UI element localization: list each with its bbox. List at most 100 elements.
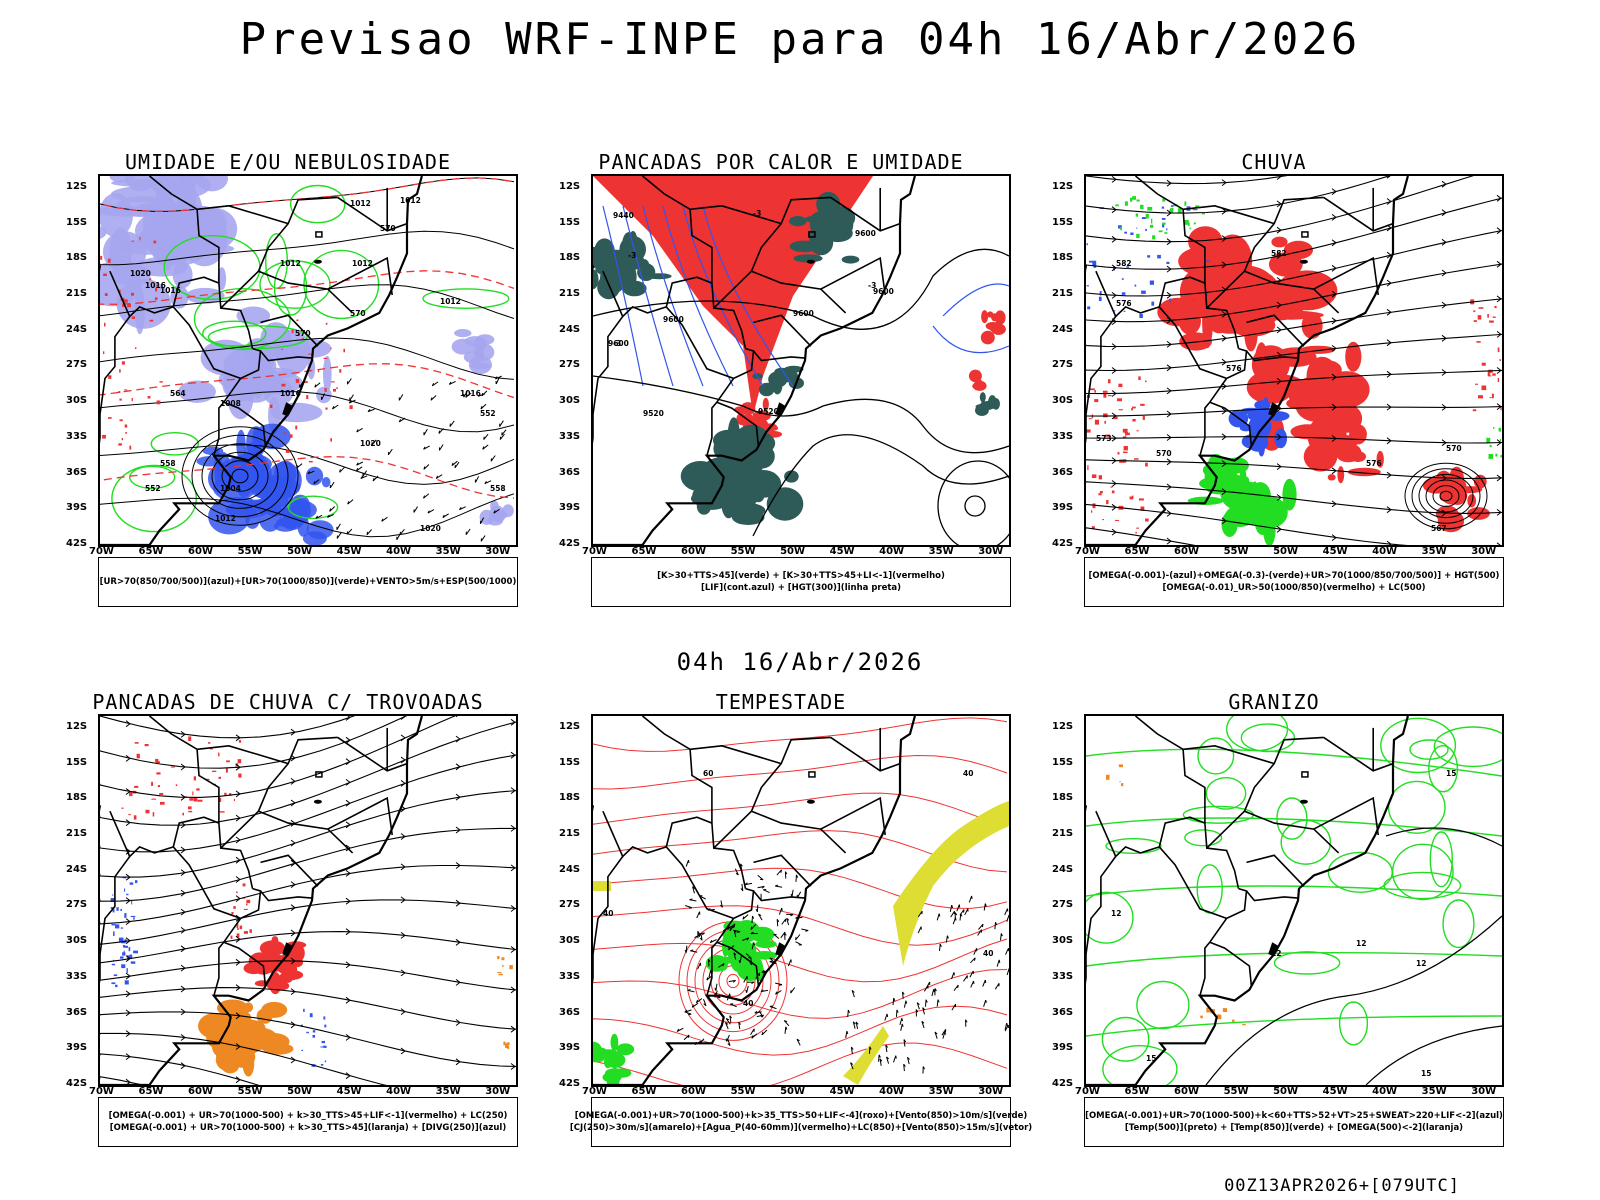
lat-tick-label: 36S bbox=[1052, 466, 1074, 478]
lat-tick-label: 27S bbox=[1052, 899, 1074, 911]
contour-label: -3 bbox=[753, 209, 761, 218]
lat-tick-label: 39S bbox=[559, 1042, 581, 1054]
panel-title: GRANIZO bbox=[1228, 690, 1320, 714]
lat-tick-label: 33S bbox=[559, 970, 581, 982]
lat-tick-label: 42S bbox=[559, 538, 581, 549]
lon-tick-label: 30W bbox=[978, 546, 1004, 557]
contour-label: 40 bbox=[743, 999, 753, 1008]
contour-label: 1016 bbox=[280, 389, 301, 398]
panel-pancadas-calor: PANCADAS POR CALOR E UMIDADE 9600 9600 960… bbox=[541, 150, 1021, 620]
lon-tick-label: 35W bbox=[1421, 1086, 1447, 1097]
lon-tick-label: 35W bbox=[928, 1086, 954, 1097]
lon-tick-label: 55W bbox=[237, 546, 263, 557]
panel-title: PANCADAS DE CHUVA C/ TROVOADAS bbox=[92, 690, 484, 714]
lon-tick-label: 40W bbox=[1372, 1086, 1398, 1097]
contour-label: 570 bbox=[350, 309, 366, 318]
lat-tick-label: 42S bbox=[559, 1078, 581, 1089]
lat-tick-label: 27S bbox=[559, 899, 581, 911]
lon-tick-label: 45W bbox=[1322, 546, 1348, 557]
lat-tick-label: 18S bbox=[66, 252, 88, 264]
lat-tick-label: 33S bbox=[66, 430, 88, 442]
lon-tick-label: 35W bbox=[1421, 546, 1447, 557]
lat-tick-label: 12S bbox=[559, 720, 581, 732]
contour-label: 15 bbox=[1446, 769, 1456, 778]
contour-label: 40 bbox=[983, 949, 993, 958]
lat-tick-label: 15S bbox=[1052, 756, 1074, 768]
panel-legend: [OMEGA(-0.001) + UR>70(1000-500) + k>30_… bbox=[98, 1097, 518, 1147]
panel-umidade: UMIDADE E/OU NEBULOSIDADE 1012 1012 1012 10… bbox=[48, 150, 528, 620]
contour-label: 15 bbox=[1421, 1069, 1431, 1078]
lat-tick-label: 24S bbox=[559, 323, 581, 335]
lon-tick-label: 35W bbox=[435, 1086, 461, 1097]
panel-title: TEMPESTADE bbox=[715, 690, 847, 714]
contour-label: 9440 bbox=[613, 211, 634, 220]
lat-tick-label: 21S bbox=[66, 828, 88, 840]
contour-label: 60 bbox=[703, 769, 713, 778]
lat-tick-label: 21S bbox=[1052, 828, 1074, 840]
lon-tick-label: 40W bbox=[386, 1086, 412, 1097]
weather-map: 15 12 12 12 15 12 15 bbox=[1086, 716, 1502, 1085]
contour-label: 9600 bbox=[855, 229, 876, 238]
lon-tick-label: 55W bbox=[730, 546, 756, 557]
page-title: Previsao WRF-INPE para 04h 16/Abr/2026 bbox=[239, 14, 1361, 65]
contour-label: 570 bbox=[1446, 444, 1462, 453]
lon-tick-label: 60W bbox=[1174, 546, 1199, 557]
map-area: 9600 9600 9600 9600 9520 9520 9440 -3 -3 -3 -3 9600 bbox=[591, 174, 1011, 547]
lon-tick-label: 70W bbox=[1075, 1086, 1100, 1097]
contour-label: 12 bbox=[1271, 949, 1281, 958]
lon-tick-label: 45W bbox=[336, 546, 362, 557]
valid-time-label: 04h 16/Abr/2026 bbox=[676, 648, 924, 676]
map-area: 582 582 576 576 573 570 576 570 567 bbox=[1084, 174, 1504, 547]
lon-tick-label: 30W bbox=[485, 546, 511, 557]
lon-tick-label: 30W bbox=[1471, 546, 1497, 557]
lon-tick-label: 50W bbox=[1273, 546, 1299, 557]
lat-tick-label: 21S bbox=[559, 828, 581, 840]
lon-tick-label: 65W bbox=[1124, 546, 1150, 557]
contour-label: 1012 bbox=[350, 199, 371, 208]
panel-chuva: CHUVA 582 582 576 576 573 570 576 570 567 [OMEGA… bbox=[1034, 150, 1514, 620]
lon-tick-label: 40W bbox=[879, 1086, 905, 1097]
lat-tick-label: 27S bbox=[66, 359, 88, 371]
lat-tick-label: 36S bbox=[559, 1006, 581, 1018]
lat-tick-label: 30S bbox=[66, 935, 88, 947]
lat-tick-label: 36S bbox=[1052, 1006, 1074, 1018]
lon-tick-label: 65W bbox=[138, 546, 164, 557]
lon-tick-label: 35W bbox=[928, 546, 954, 557]
contour-label: 1020 bbox=[360, 439, 381, 448]
lat-tick-label: 18S bbox=[1052, 792, 1074, 804]
legend-line: [OMEGA(-0.01)_UR>50(1000/850)(vermelho) … bbox=[1162, 583, 1426, 593]
lat-tick-label: 39S bbox=[559, 502, 581, 514]
lon-tick-label: 60W bbox=[1174, 1086, 1199, 1097]
lat-tick-label: 15S bbox=[66, 216, 88, 228]
lon-tick-label: 70W bbox=[582, 1086, 607, 1097]
lon-tick-label: 60W bbox=[188, 546, 213, 557]
lon-tick-label: 40W bbox=[386, 546, 412, 557]
lon-tick-label: 40W bbox=[879, 546, 905, 557]
contour-label: 1016 bbox=[145, 281, 166, 290]
contour-label: 1012 bbox=[400, 196, 421, 205]
lon-tick-label: 70W bbox=[582, 546, 607, 557]
lat-tick-label: 12S bbox=[66, 720, 88, 732]
lat-tick-label: 30S bbox=[66, 395, 88, 407]
lon-tick-label: 55W bbox=[1223, 546, 1249, 557]
panel-granizo: GRANIZO 15 12 12 12 15 12 15 [OMEGA(-0.001)+UR… bbox=[1034, 690, 1514, 1160]
contour-label: 576 bbox=[1116, 299, 1132, 308]
lat-tick-label: 30S bbox=[1052, 935, 1074, 947]
lat-tick-label: 33S bbox=[66, 970, 88, 982]
contour-label: 582 bbox=[1116, 259, 1132, 268]
panel-legend: [OMEGA(-0.001)-(azul)+OMEGA(-0.3)-(verde… bbox=[1084, 557, 1504, 607]
lon-tick-label: 50W bbox=[780, 1086, 806, 1097]
lon-tick-label: 30W bbox=[978, 1086, 1004, 1097]
weather-map bbox=[100, 716, 516, 1085]
panel-title: CHUVA bbox=[1241, 150, 1307, 174]
lat-tick-label: 39S bbox=[1052, 1042, 1074, 1054]
panel-title: UMIDADE E/OU NEBULOSIDADE bbox=[124, 150, 452, 174]
lat-tick-label: 15S bbox=[1052, 216, 1074, 228]
panel-legend: [OMEGA(-0.001)+UR>70(1000-500)+k>35_TTS>… bbox=[570, 1097, 1032, 1147]
lat-tick-label: 30S bbox=[1052, 395, 1074, 407]
map-area bbox=[98, 714, 518, 1087]
contour-label: -3 bbox=[628, 251, 636, 260]
contour-label: 573 bbox=[1096, 434, 1112, 443]
